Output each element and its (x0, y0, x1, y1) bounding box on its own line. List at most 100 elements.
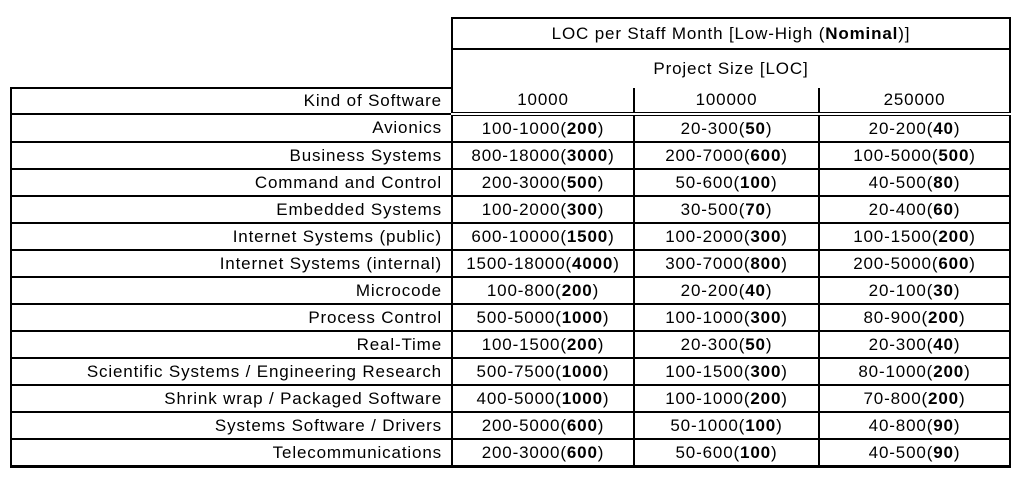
table-title-row: LOC per Staff Month [Low-High (Nominal)] (11, 17, 1011, 50)
table-row: Shrink wrap / Packaged Software 400-5000(… (10, 384, 1011, 413)
nominal-value: 800 (750, 253, 782, 273)
loc-range-cell: 100-1500(200) (451, 330, 635, 359)
loc-range-cell: 200-3000(600) (451, 438, 635, 468)
loc-range-cell: 20-300(50) (633, 113, 820, 143)
column-header-row: Kind of Software 10000 100000 250000 (10, 87, 1011, 116)
table-row: Avionics 100-1000(200) 20-300(50) 20-200(40… (10, 113, 1011, 143)
nominal-value: 70 (745, 199, 766, 219)
nominal-value: 200 (566, 334, 598, 354)
nominal-value: 30 (933, 280, 954, 300)
table-row: Process Control 500-5000(1000) 100-1000(30… (10, 303, 1011, 332)
table-title: LOC per Staff Month [Low-High (Nominal)] (451, 17, 1011, 50)
row-label: Systems Software / Drivers (10, 411, 453, 440)
nominal-value: 500 (938, 145, 970, 165)
row-label: Internet Systems (internal) (10, 249, 453, 278)
loc-range-cell: 200-7000(600) (633, 141, 820, 170)
nominal-value: 1000 (561, 388, 603, 408)
nominal-value: 300 (750, 226, 782, 246)
nominal-value: 100 (745, 415, 777, 435)
table-title-bold-nominal: Nominal (825, 23, 899, 43)
row-label: Telecommunications (10, 438, 453, 468)
table-row: Systems Software / Drivers 200-5000(600) 5… (10, 411, 1011, 440)
loc-range-cell: 400-5000(1000) (451, 384, 635, 413)
nominal-value: 1000 (561, 361, 603, 381)
loc-range-cell: 100-5000(500) (818, 141, 1011, 170)
loc-range-cell: 40-500(80) (818, 168, 1011, 197)
nominal-value: 200 (928, 388, 959, 408)
nominal-value: 300 (566, 199, 598, 219)
table-row: Scientific Systems / Engineering Researc… (10, 357, 1011, 386)
row-label: Command and Control (10, 168, 453, 197)
column-group-row: Project Size [LOC] (11, 49, 1011, 88)
loc-range-cell: 20-300(50) (633, 330, 820, 359)
loc-range-cell: 50-1000(100) (633, 411, 820, 440)
nominal-value: 60 (933, 199, 954, 219)
nominal-value: 50 (745, 334, 766, 354)
nominal-value: 1000 (561, 307, 603, 327)
nominal-value: 600 (938, 253, 970, 273)
nominal-value: 600 (566, 442, 598, 462)
nominal-value: 200 (938, 226, 970, 246)
loc-range-cell: 300-7000(800) (633, 249, 820, 278)
loc-range-cell: 80-1000(200) (818, 357, 1011, 386)
nominal-value: 90 (933, 442, 954, 462)
nominal-value: 1500 (566, 226, 609, 246)
row-label: Shrink wrap / Packaged Software (10, 384, 453, 413)
loc-range-cell: 500-5000(1000) (451, 303, 635, 332)
loc-range-cell: 100-2000(300) (633, 222, 820, 251)
table-title-text-2: )] (898, 23, 911, 43)
nominal-value: 40 (933, 118, 954, 138)
loc-range-cell: 100-1000(200) (633, 384, 820, 413)
nominal-value: 90 (933, 415, 954, 435)
loc-range-cell: 1500-18000(4000) (451, 249, 635, 278)
nominal-value: 3000 (566, 145, 609, 165)
loc-range-cell: 100-1000(300) (633, 303, 820, 332)
nominal-value: 600 (566, 415, 598, 435)
row-label: Real-Time (10, 330, 453, 359)
loc-range-cell: 800-18000(3000) (451, 141, 635, 170)
project-size-group-header: Project Size [LOC] (451, 49, 1011, 88)
table-title-text-1: LOC per Staff Month [Low-High ( (551, 23, 826, 43)
row-label: Scientific Systems / Engineering Researc… (10, 357, 453, 386)
loc-range-cell: 80-900(200) (818, 303, 1011, 332)
nominal-value: 40 (933, 334, 954, 354)
row-label: Embedded Systems (10, 195, 453, 224)
table-row: Business Systems 800-18000(3000) 200-7000(… (10, 141, 1011, 170)
loc-range-cell: 70-800(200) (818, 384, 1011, 413)
nominal-value: 500 (566, 172, 598, 192)
loc-range-cell: 40-500(90) (818, 438, 1011, 468)
loc-range-cell: 600-10000(1500) (451, 222, 635, 251)
nominal-value: 200 (750, 388, 782, 408)
loc-range-cell: 20-300(40) (818, 330, 1011, 359)
nominal-value: 600 (750, 145, 782, 165)
table-body: Avionics 100-1000(200) 20-300(50) 20-200(40… (10, 113, 1011, 468)
table-row: Telecommunications 200-3000(600) 50-600(10… (10, 438, 1011, 468)
loc-range-cell: 100-1000(200) (451, 113, 635, 143)
nominal-value: 200 (561, 280, 593, 300)
column-header-100000: 100000 (633, 88, 820, 116)
nominal-value: 40 (745, 280, 766, 300)
table-row: Real-Time 100-1500(200) 20-300(50) 20-300(4… (10, 330, 1011, 359)
nominal-value: 80 (933, 172, 954, 192)
loc-range-cell: 20-100(30) (818, 276, 1011, 305)
column-header-250000: 250000 (818, 88, 1011, 116)
loc-range-cell: 20-200(40) (818, 113, 1011, 143)
column-header-10000: 10000 (451, 88, 635, 116)
loc-range-cell: 40-800(90) (818, 411, 1011, 440)
loc-range-cell: 20-400(60) (818, 195, 1011, 224)
nominal-value: 200 (933, 361, 965, 381)
table-row: Internet Systems (public) 600-10000(1500)… (10, 222, 1011, 251)
nominal-value: 300 (750, 307, 782, 327)
loc-range-cell: 200-3000(500) (451, 168, 635, 197)
loc-range-cell: 200-5000(600) (451, 411, 635, 440)
blank-corner (11, 49, 452, 88)
row-label: Microcode (10, 276, 453, 305)
nominal-value: 200 (928, 307, 959, 327)
loc-range-cell: 200-5000(600) (818, 249, 1011, 278)
nominal-value: 100 (740, 442, 771, 462)
nominal-value: 200 (566, 118, 598, 138)
nominal-value: 300 (750, 361, 782, 381)
loc-range-cell: 50-600(100) (633, 168, 820, 197)
blank-corner (11, 18, 452, 49)
table-row: Microcode 100-800(200) 20-200(40) 20-100(30… (10, 276, 1011, 305)
